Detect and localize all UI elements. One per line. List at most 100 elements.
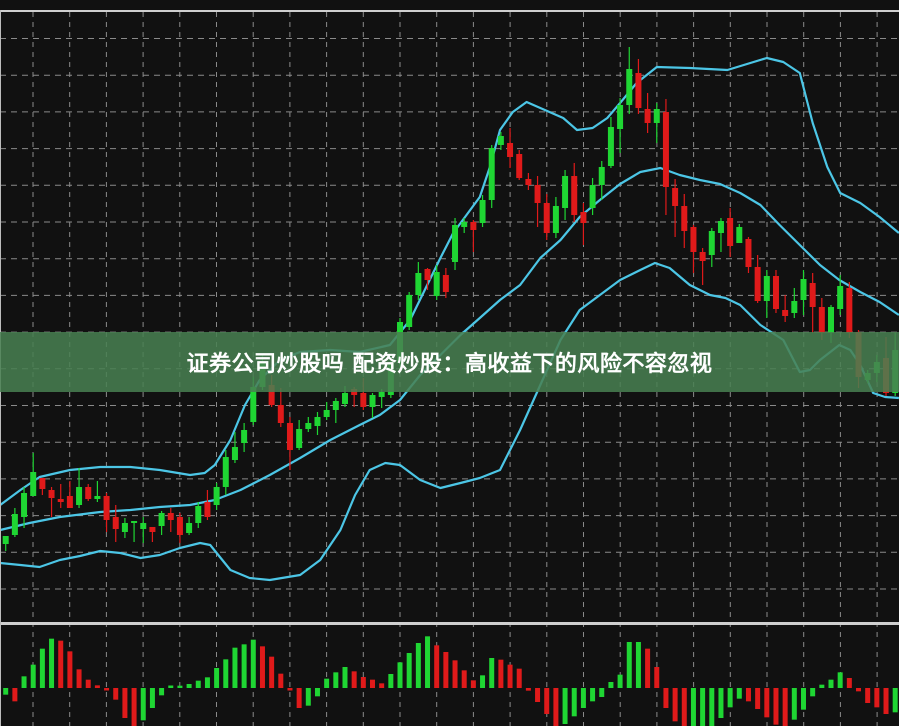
candle-up — [369, 393, 376, 418]
candle-body — [800, 279, 807, 300]
candle-up — [479, 195, 486, 227]
candle-body — [699, 252, 706, 261]
candle-down — [424, 268, 431, 290]
candle-body — [167, 513, 174, 520]
histogram-bar — [104, 688, 110, 691]
candle-body — [708, 231, 715, 255]
candle-down — [772, 270, 779, 313]
histogram-bar — [296, 688, 302, 708]
histogram-bar — [406, 653, 412, 688]
candle-up — [415, 262, 422, 300]
candle-body — [507, 143, 514, 157]
candle-body — [424, 269, 431, 280]
candle-body — [415, 273, 422, 295]
candle-down — [635, 59, 642, 114]
histogram-bar — [113, 688, 119, 700]
candle-down — [286, 417, 293, 470]
candle-body — [452, 225, 459, 262]
candle-body — [571, 176, 578, 215]
candle-body — [837, 286, 844, 309]
histogram-bar — [204, 677, 210, 688]
candle-down — [48, 487, 55, 517]
candle-body — [607, 127, 614, 166]
histogram-bar — [599, 688, 605, 697]
histogram-bar — [892, 688, 898, 713]
candle-down — [149, 527, 156, 542]
candle-up — [323, 402, 330, 420]
histogram-bar — [681, 688, 687, 726]
candle-up — [195, 502, 202, 528]
candle-down — [644, 93, 651, 133]
candle-body — [277, 405, 284, 423]
candle-body — [360, 393, 367, 407]
histogram-bar — [250, 639, 256, 688]
candle-body — [186, 523, 193, 533]
candle-body — [231, 447, 238, 460]
candle-body — [176, 517, 183, 535]
top-border — [0, 10, 899, 12]
candle-down — [442, 268, 449, 298]
histogram-bar — [186, 684, 192, 688]
candle-up — [488, 145, 495, 208]
candle-body — [351, 389, 358, 395]
candle-up — [562, 170, 569, 220]
candle-body — [727, 218, 734, 246]
candle-body — [76, 487, 83, 505]
histogram-bar — [507, 664, 513, 688]
candle-body — [131, 521, 138, 523]
candle-body — [323, 410, 330, 417]
histogram-bar — [837, 672, 843, 688]
candle-down — [681, 194, 688, 248]
histogram-bar — [379, 683, 385, 688]
histogram-bar — [718, 688, 724, 718]
candle-up — [158, 511, 165, 535]
histogram-bar — [461, 670, 467, 688]
histogram-bar — [846, 678, 852, 688]
candle-down — [103, 493, 110, 532]
candle-body — [296, 429, 303, 448]
candle-up — [406, 292, 413, 330]
histogram-bar — [480, 675, 486, 688]
candle-up — [296, 420, 303, 450]
candle-body — [791, 301, 798, 313]
histogram-bar — [727, 688, 733, 708]
histogram-bar — [498, 659, 504, 688]
histogram-bar — [883, 688, 889, 714]
candle-up — [708, 228, 715, 267]
histogram-bar — [425, 636, 431, 688]
candle-body — [250, 387, 257, 422]
histogram-bar — [764, 688, 770, 718]
candle-body — [222, 457, 229, 487]
candle-up — [607, 117, 614, 168]
candle-body — [552, 206, 559, 233]
candle-body — [66, 496, 73, 508]
histogram-bar — [58, 640, 64, 688]
candle-down — [176, 513, 183, 543]
candle-up — [21, 487, 28, 528]
histogram-bar — [489, 658, 495, 688]
candle-up — [76, 468, 83, 508]
candle-up — [461, 218, 468, 233]
candle-body — [644, 109, 651, 123]
histogram-bar — [131, 688, 137, 726]
candle-body — [369, 395, 376, 407]
histogram-bar — [122, 688, 128, 718]
candle-up — [222, 450, 229, 495]
histogram-bar — [140, 688, 146, 721]
histogram-bar — [49, 638, 55, 688]
panel-separator — [0, 622, 899, 625]
banner-title: 证券公司炒股吗 配资炒股：高收益下的风险不容忽视 — [186, 352, 713, 377]
candle-down — [470, 220, 477, 252]
candle-body — [763, 276, 770, 301]
candle-up — [589, 178, 596, 215]
candle-body — [543, 203, 550, 233]
candle-up — [837, 275, 844, 315]
histogram-bar — [617, 674, 623, 688]
candle-up — [717, 218, 724, 252]
candle-up — [791, 288, 798, 318]
candle-body — [617, 105, 624, 129]
histogram-bar — [21, 676, 27, 688]
candle-body — [85, 487, 92, 499]
candle-up — [552, 197, 559, 238]
candle-up — [452, 218, 459, 270]
